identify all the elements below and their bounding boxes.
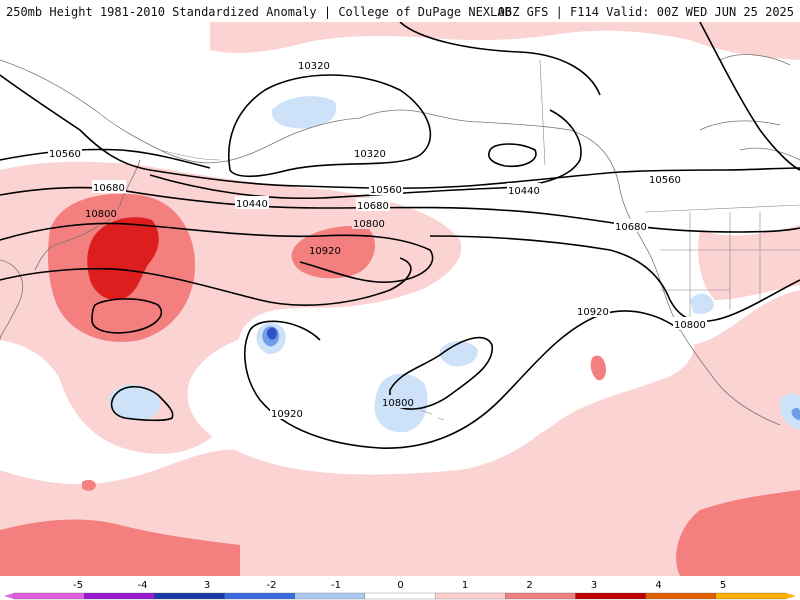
- contour-10800-hawaii: [389, 336, 493, 410]
- colorbar-segment: [13, 592, 85, 600]
- contour-label: 10920: [309, 246, 341, 257]
- contour-10800: [0, 222, 434, 283]
- colorbar-tick-label: -4: [138, 580, 148, 591]
- anomaly-area-east-coast: [698, 225, 800, 300]
- contour-10440-west: [0, 148, 211, 169]
- colorbar-segment: [84, 592, 156, 600]
- coastline-alaska: [279, 109, 781, 426]
- neg-anomaly-southeast-2: [791, 407, 800, 420]
- neg-anomaly-alaska: [271, 96, 337, 129]
- neutral-areas: [0, 256, 694, 485]
- contour-label: 10920: [271, 409, 303, 420]
- coastline-arctic-islands: [699, 54, 800, 161]
- colorbar-tick-label: 0: [397, 580, 403, 591]
- contour-label: 10920: [577, 307, 609, 318]
- coastlines: [0, 54, 800, 426]
- colorbar-segment: [505, 592, 577, 600]
- contour-label: 10440: [508, 186, 540, 197]
- colorbar-tick-label: -5: [73, 580, 83, 591]
- map-header: 250mb Height 1981-2010 Standardized Anom…: [0, 0, 800, 22]
- aleutians: [159, 149, 445, 421]
- model-run-info: 06Z GFS | F114 Valid: 00Z WED JUN 25 202…: [497, 5, 794, 19]
- contour-label: 10560: [49, 149, 81, 160]
- anomaly-area-north-strip: [210, 22, 800, 60]
- colorbar-segment: [154, 592, 226, 600]
- contour-label: 10680: [357, 201, 389, 212]
- colorbar-segment: [434, 592, 506, 600]
- colorbar-segment: [575, 592, 647, 600]
- colorbar-tick-label: 3: [204, 580, 210, 591]
- neg-anomaly-hawaii-north: [439, 341, 478, 367]
- contour-label: 10800: [85, 209, 117, 220]
- anomaly-area-northwest: [0, 161, 800, 576]
- coastline-kamchatka: [99, 159, 141, 226]
- neg-anomaly-southeast: [779, 393, 800, 430]
- colorbar-segment: [645, 592, 717, 600]
- contour-10920-west-loop: [110, 385, 174, 422]
- colorbar-arrow-left: [4, 593, 14, 599]
- anomaly-max-west-3: [87, 217, 159, 300]
- contour-10320-alaska: [228, 74, 432, 178]
- contour-10800-japan-loop: [91, 298, 163, 334]
- state-lines: [660, 212, 800, 330]
- colorbar-tick-label: 2: [526, 580, 532, 591]
- colorbar-segment: [364, 592, 436, 600]
- anomaly-map: 10320 10320 10560 10560 10560 10680 1068…: [0, 22, 800, 576]
- contour-label: 10440: [236, 199, 268, 210]
- anomaly-southwest-2: [0, 519, 240, 576]
- coastline-japan: [0, 259, 24, 341]
- negative-anomaly-shading: [109, 96, 800, 433]
- anomaly-small-east-2: [590, 355, 606, 381]
- contour-label: 10680: [93, 183, 125, 194]
- colorbar-ticks: -5 -4 3 -2 -1 0 1 2 3 4 5: [73, 580, 726, 591]
- contour-10440: [149, 109, 582, 200]
- political-borders: [159, 59, 800, 421]
- colorbar-tick-label: 4: [655, 580, 661, 591]
- contour-label: 10320: [298, 61, 330, 72]
- contour-labels: 10320 10320 10560 10560 10560 10680 1068…: [48, 58, 707, 420]
- positive-anomaly-shading-1: [0, 22, 800, 576]
- us-canada-border: [644, 204, 800, 213]
- colorbar-segment: [715, 592, 787, 600]
- neg-anomaly-central-3: [266, 327, 277, 340]
- neg-anomaly-california: [690, 293, 714, 314]
- negative-anomaly-shading-3: [266, 327, 277, 340]
- anomaly-small-sw-2: [82, 479, 96, 491]
- colorbar-tick-label: -2: [267, 580, 277, 591]
- contour-10800-east: [429, 235, 800, 322]
- contour-label: 10560: [370, 185, 402, 196]
- contour-label: 10560: [649, 175, 681, 186]
- neutral-area-west-pacific: [0, 256, 694, 485]
- contour-label: 10800: [353, 219, 385, 230]
- contour-label: 10800: [674, 320, 706, 331]
- colorbar-tick-label: -1: [331, 580, 341, 591]
- alaska-canada-border: [539, 59, 546, 166]
- neg-anomaly-west: [109, 384, 161, 420]
- colorbar-tick-label: 1: [462, 580, 468, 591]
- anomaly-colorbar: -5 -4 3 -2 -1 0 1 2 3 4 5: [0, 576, 800, 600]
- contour-10440-loop: [488, 143, 537, 168]
- colorbar-segment: [224, 592, 296, 600]
- contour-10920: [0, 257, 412, 306]
- coastline-russia: [0, 59, 281, 164]
- positive-anomaly-shading-3: [87, 217, 159, 300]
- contour-label: 10320: [354, 149, 386, 160]
- map-title: 250mb Height 1981-2010 Standardized Anom…: [6, 5, 512, 19]
- anomaly-southeast-2: [676, 490, 800, 576]
- contour-label: 10680: [615, 222, 647, 233]
- colorbar-tick-label: 5: [720, 580, 726, 591]
- contour-10320-upper: [399, 22, 601, 96]
- contour-label: 10800: [382, 398, 414, 409]
- colorbar-tick-label: 3: [591, 580, 597, 591]
- colorbar-arrow-right: [786, 593, 796, 599]
- contour-10320-east: [699, 22, 800, 171]
- colorbar-segments: [4, 592, 796, 600]
- colorbar-segment: [294, 592, 366, 600]
- coastline-kuril: [34, 225, 99, 271]
